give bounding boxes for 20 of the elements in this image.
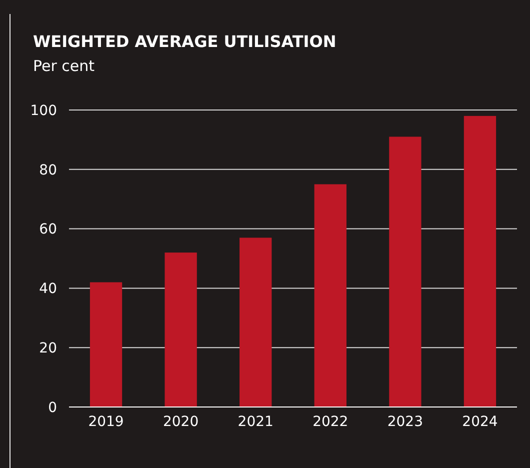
x-tick-label: 2021 — [238, 414, 274, 430]
y-tick-label: 0 — [48, 400, 57, 416]
y-tick-label: 40 — [39, 281, 57, 298]
y-tick-label: 60 — [39, 222, 57, 238]
x-tick-label: 2023 — [387, 414, 424, 430]
bar — [389, 136, 422, 407]
x-tick-label: 2022 — [312, 414, 348, 430]
bar — [164, 252, 197, 407]
chart-title: WEIGHTED AVERAGE UTILISATION — [33, 32, 336, 51]
bar — [90, 282, 122, 407]
y-tick-label: 20 — [39, 340, 57, 356]
y-tick-label: 100 — [30, 102, 57, 119]
x-tick-label: 2020 — [162, 414, 199, 430]
chart-subtitle: Per cent — [33, 57, 95, 75]
bar — [240, 238, 272, 407]
x-tick-label: 2024 — [462, 414, 498, 430]
x-tick-label: 2019 — [88, 414, 124, 430]
bar — [464, 116, 496, 407]
y-tick-label: 80 — [39, 162, 57, 178]
bar — [314, 184, 346, 407]
